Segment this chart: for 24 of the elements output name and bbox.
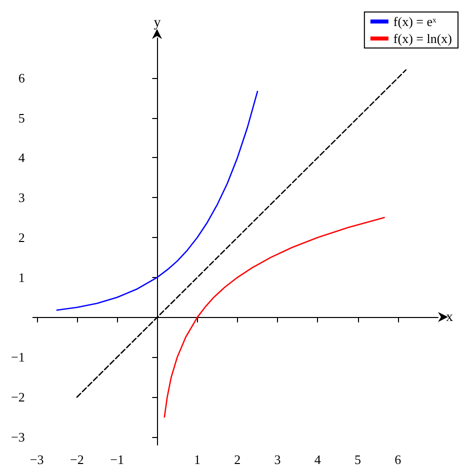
y-tick-label: 2 — [18, 230, 25, 246]
x-tick-label: 6 — [394, 452, 402, 467]
x-tick-label: 4 — [314, 452, 322, 467]
line-series — [164, 216, 385, 418]
y-tick-label: 3 — [18, 190, 25, 206]
x-tick-label: −2 — [70, 452, 84, 467]
legend-label: f(x) = ln(x) — [393, 31, 452, 46]
y-tick-label: 1 — [18, 270, 25, 285]
y-tick-label: 5 — [18, 110, 25, 126]
x-axis-title: x — [446, 310, 453, 325]
legend-label: f(x) = eˣ — [393, 14, 436, 29]
x-tick-label: 5 — [354, 452, 362, 467]
y-tick-label: 6 — [18, 70, 26, 86]
y-axis-title: y — [154, 16, 161, 30]
x-tick-label: 3 — [274, 452, 281, 467]
x-tick-label: −1 — [110, 452, 124, 467]
y-tick-label: 4 — [18, 150, 26, 166]
x-tick-label: 1 — [194, 452, 201, 467]
x-tick-label: 2 — [234, 452, 241, 467]
line-series — [56, 90, 258, 311]
x-tick-label: −3 — [30, 452, 44, 467]
y-tick-label: −1 — [10, 350, 25, 365]
y-tick-label: −3 — [10, 430, 25, 445]
y-tick-label: −2 — [10, 390, 25, 405]
